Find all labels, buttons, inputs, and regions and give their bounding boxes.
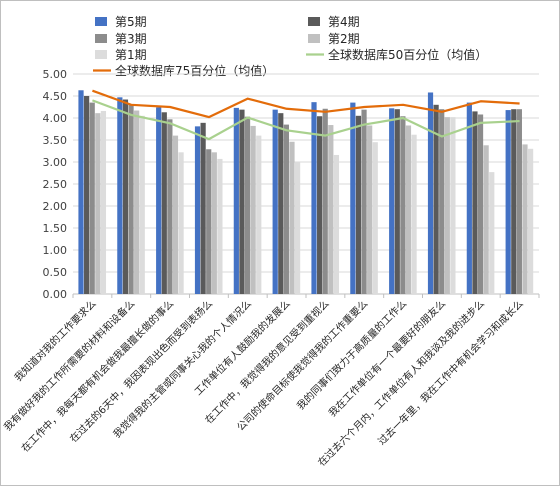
series-line: [92, 99, 520, 141]
legend-swatch: [95, 17, 107, 26]
y-tick-label: 1.00: [43, 244, 68, 257]
bar: [483, 145, 489, 294]
bars: [78, 90, 534, 295]
bar: [367, 125, 373, 294]
bar: [217, 158, 223, 294]
x-tick-label: 在工作中，我每天都有机会做我最擅长做的事么: [19, 297, 177, 455]
legend-swatch: [308, 17, 320, 26]
y-tick-label: 2.50: [43, 178, 68, 191]
legend-label: 第1期: [115, 48, 147, 62]
bar: [194, 126, 201, 294]
y-tick-label: 2.00: [43, 200, 68, 213]
y-tick-label: 1.50: [43, 222, 68, 235]
bar: [439, 109, 445, 294]
bar: [167, 119, 173, 294]
legend-label: 第2期: [328, 32, 360, 46]
bar: [444, 117, 450, 295]
bar: [256, 135, 262, 294]
bar: [244, 116, 251, 295]
bar: [511, 109, 517, 294]
bar: [250, 125, 256, 294]
bar: [89, 102, 95, 294]
bar: [477, 114, 484, 294]
y-tick-label: 0.50: [43, 266, 68, 279]
bar: [317, 116, 323, 295]
bar: [427, 92, 434, 294]
bar: [522, 144, 528, 294]
bar: [527, 148, 534, 294]
legend-label: 全球数据库50百分位（均值）: [328, 47, 487, 62]
x-tick-label: 我觉得我的主管或同事关心我的个人情况么: [110, 297, 254, 441]
x-axis-labels: 我知道对我的工作要求么我有做好我的工作所需要的材料和设备么在工作中，我每天都有机…: [1, 297, 526, 469]
bar: [489, 172, 495, 294]
bar: [122, 99, 129, 295]
bar: [134, 110, 140, 295]
bar: [272, 109, 278, 294]
bar: [333, 154, 340, 294]
legend-label: 第3期: [115, 32, 147, 46]
bar: [294, 162, 301, 294]
bar: [233, 107, 239, 294]
lines: [92, 89, 520, 141]
bar: [361, 109, 367, 294]
y-tick-label: 4.00: [43, 112, 68, 125]
bar: [128, 104, 134, 294]
x-tick-label: 在过去的6天中，我因表现出色而受到表扬么: [67, 297, 215, 445]
legend-label: 全球数据库75百分位（均值）: [115, 63, 274, 78]
legend-swatch: [308, 34, 320, 43]
bar: [389, 108, 395, 294]
bar: [472, 111, 478, 295]
y-tick-label: 3.50: [43, 134, 68, 147]
bar: [411, 134, 417, 294]
bar: [161, 112, 167, 294]
y-tick-label: 4.50: [43, 90, 68, 103]
x-tick-label: 我知道对我的工作要求么: [12, 297, 99, 384]
bar: [350, 102, 356, 294]
bar: [311, 102, 317, 294]
bar: [278, 113, 284, 294]
legend-swatch: [95, 50, 107, 59]
bar: [95, 113, 101, 294]
y-tick-label: 3.00: [43, 156, 68, 169]
y-tick-label: 5.00: [43, 68, 68, 81]
bar: [450, 117, 456, 295]
bar: [84, 96, 90, 294]
bar: [322, 108, 328, 294]
bar: [289, 141, 295, 294]
bar: [211, 152, 217, 294]
bar: [372, 142, 378, 294]
bar: [394, 109, 400, 294]
bar: [178, 152, 184, 294]
y-tick-label: 0.00: [43, 288, 68, 301]
legend-swatch: [95, 34, 107, 43]
bar: [516, 109, 522, 294]
x-tick-label: 过去一年里，我在工作中有机会学习和成长么: [375, 297, 526, 448]
bar: [355, 115, 362, 294]
bar: [78, 90, 84, 294]
bar: [100, 110, 107, 295]
bar: [172, 135, 179, 294]
y-axis: 0.00 0.50 1.00 1.50 2.00 2.50 3.00 3.50 4.00 4.50…: [43, 68, 68, 301]
bar: [283, 124, 289, 294]
bar: [328, 125, 334, 294]
bar: [156, 107, 162, 294]
bar: [466, 102, 472, 294]
legend-label: 第4期: [328, 15, 360, 29]
bar: [139, 115, 145, 294]
bar: [200, 122, 206, 294]
bar: [433, 104, 439, 294]
series-line: [92, 89, 520, 119]
legend-label: 第5期: [115, 15, 147, 29]
bar: [117, 97, 123, 294]
bar: [239, 109, 245, 294]
bar: [405, 125, 412, 294]
bar: [400, 116, 406, 295]
bar: [505, 110, 511, 294]
bar: [206, 149, 212, 294]
